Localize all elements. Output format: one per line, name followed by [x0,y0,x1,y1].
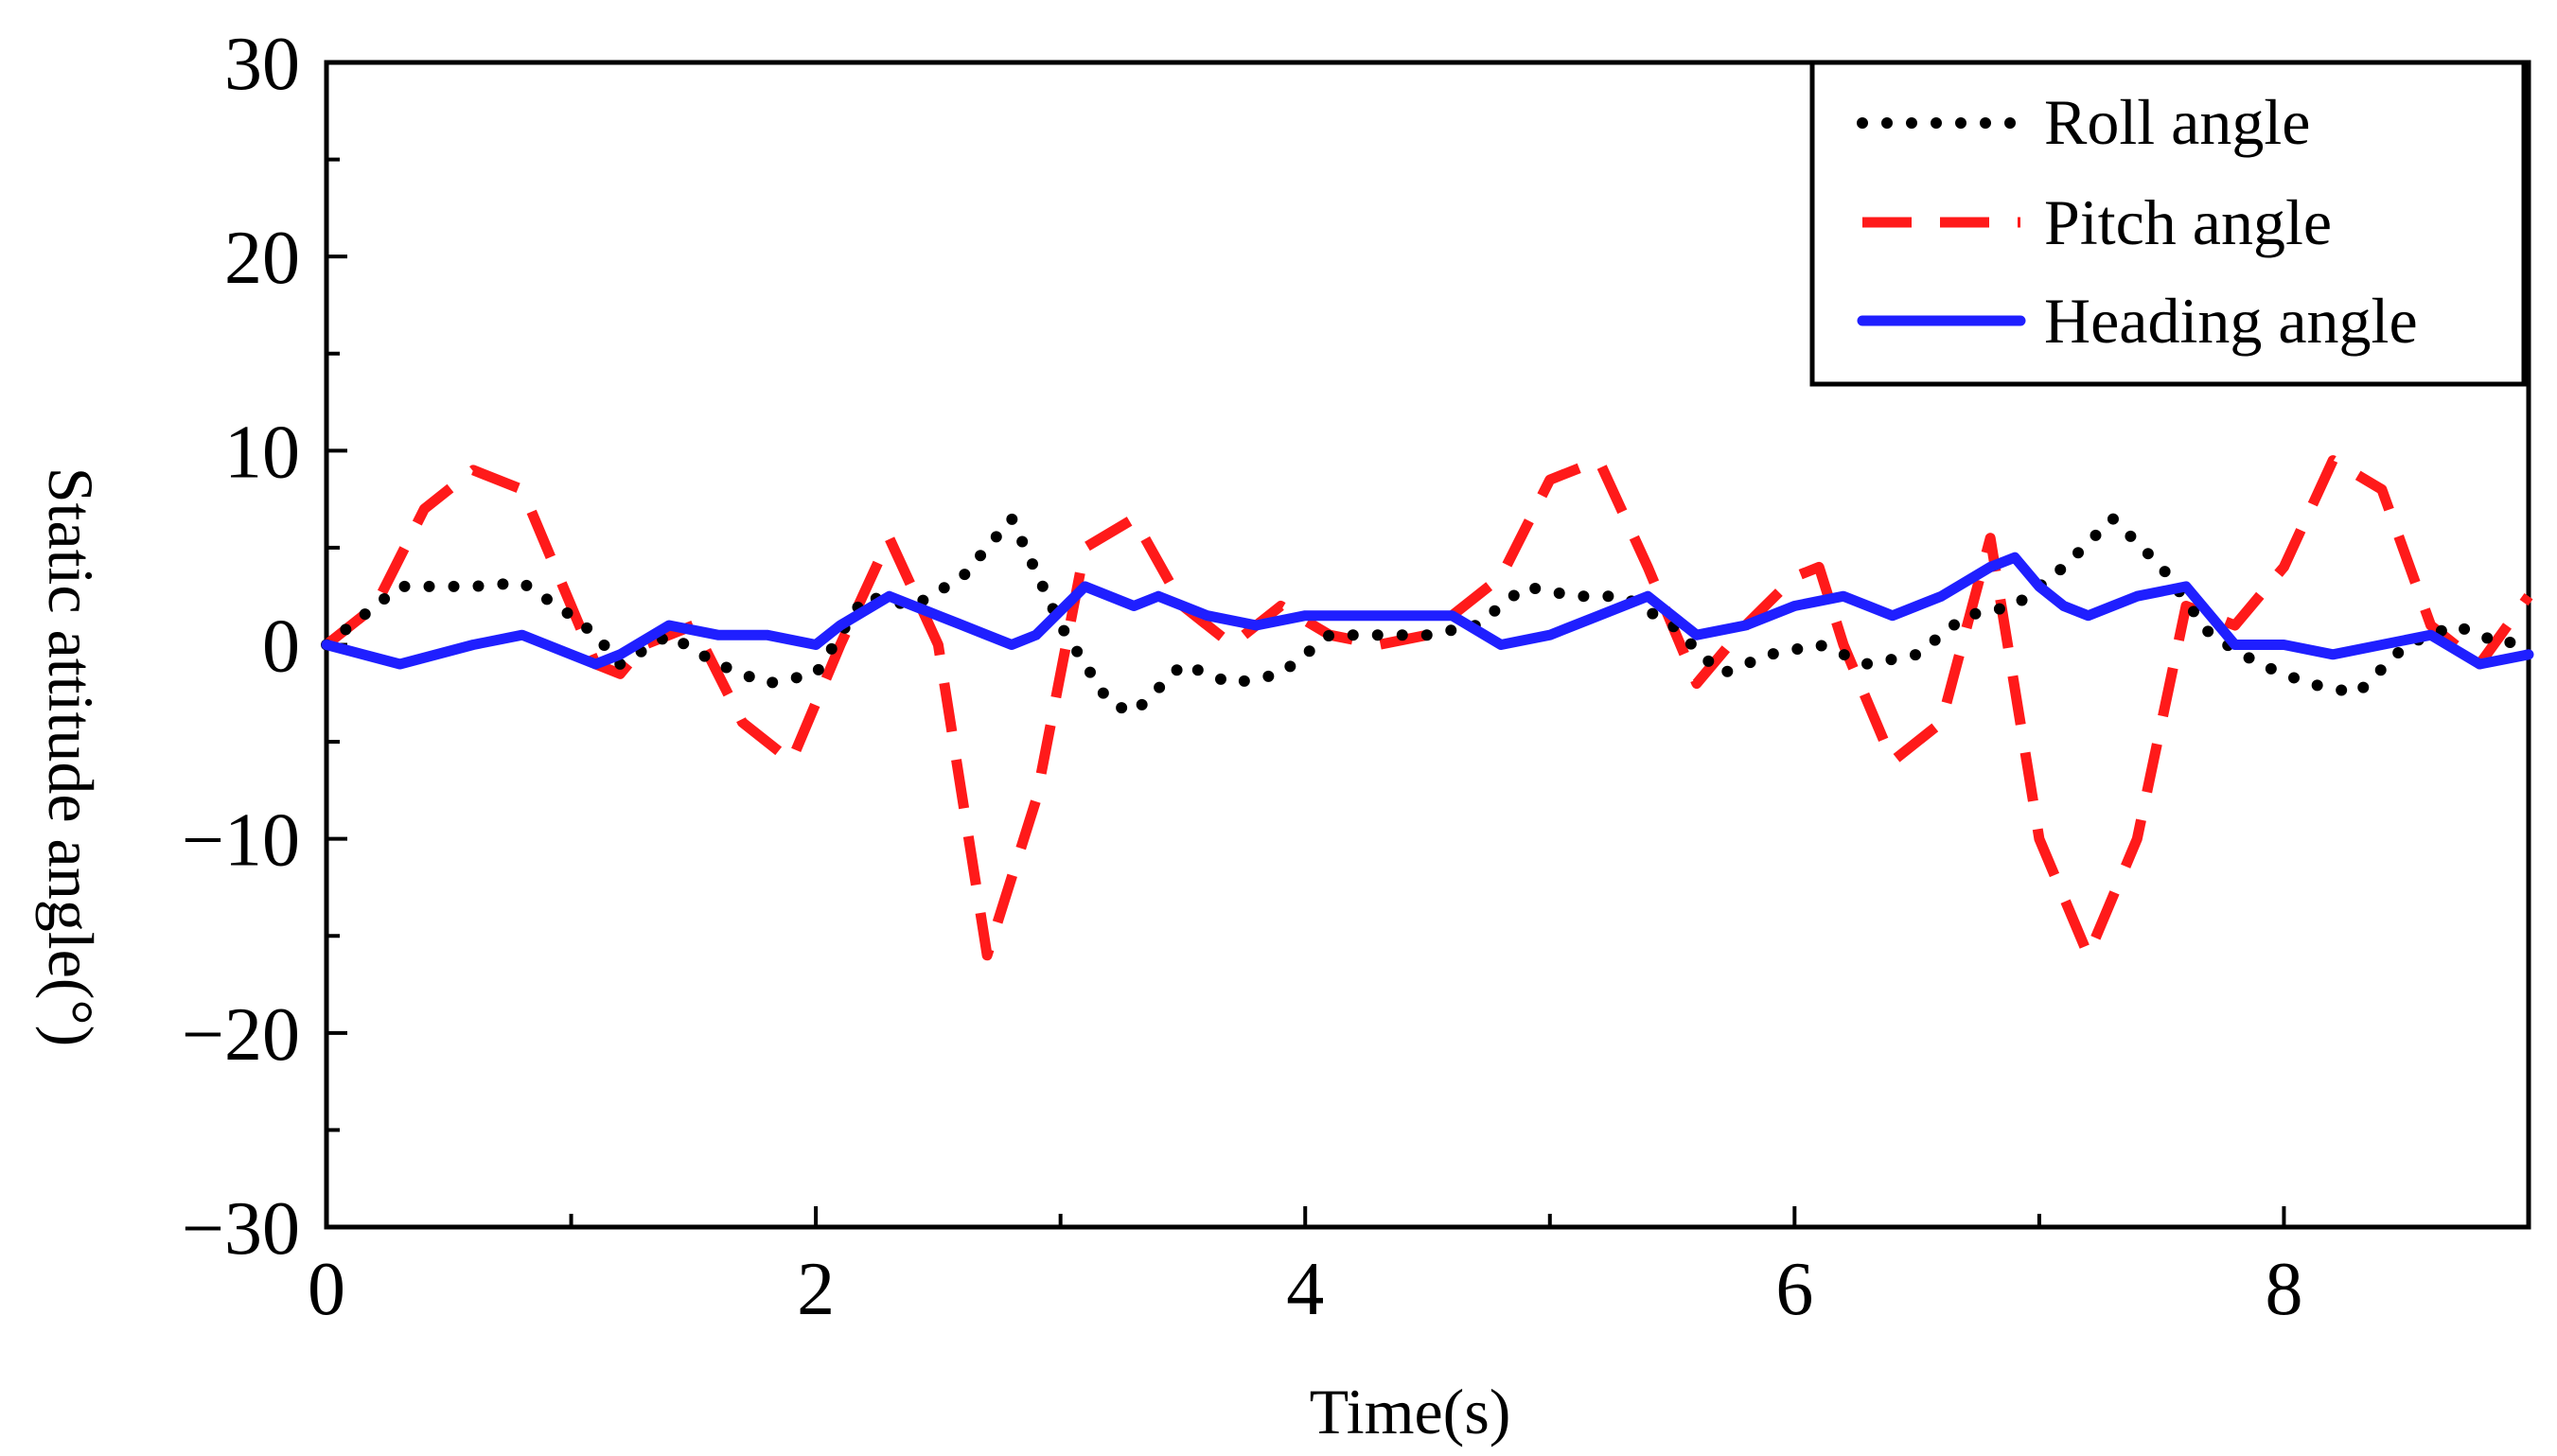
x-tick-label: 0 [308,1248,345,1331]
pitch-angle-line [323,455,2533,961]
legend-label-heading: Heading angle [2044,285,2418,357]
x-tick-label: 2 [797,1248,835,1331]
y-tick-label: −30 [182,1187,300,1271]
axes: 0 2 4 6 8 30 20 10 0 −10 −20 −30 [182,23,2531,1331]
x-tick-label: 6 [1775,1248,1813,1331]
legend: Roll angle Pitch angle Heading angle [1809,60,2527,387]
legend-item-pitch: Pitch angle [1862,186,2332,258]
x-tick-label: 8 [2265,1248,2302,1331]
legend-box [1809,60,2527,387]
y-tick-label: −10 [182,799,300,883]
legend-item-roll: Roll angle [1857,86,2310,158]
y-tick-label: −20 [182,993,300,1077]
y-tick-label: 30 [224,23,300,106]
x-axis-label: Time(s) [1310,1376,1511,1447]
y-axis-label: Static attitude angle(°) [35,467,107,1047]
x-tick-label: 4 [1286,1248,1324,1331]
heading-angle-line [321,552,2534,670]
y-tick-label: 20 [224,217,300,300]
y-tick-label: 10 [224,411,300,494]
y-tick-label: 0 [262,605,300,689]
legend-label-pitch: Pitch angle [2044,186,2332,258]
series-layer [321,455,2534,961]
legend-label-roll: Roll angle [2044,86,2310,158]
legend-item-heading: Heading angle [1857,285,2418,357]
